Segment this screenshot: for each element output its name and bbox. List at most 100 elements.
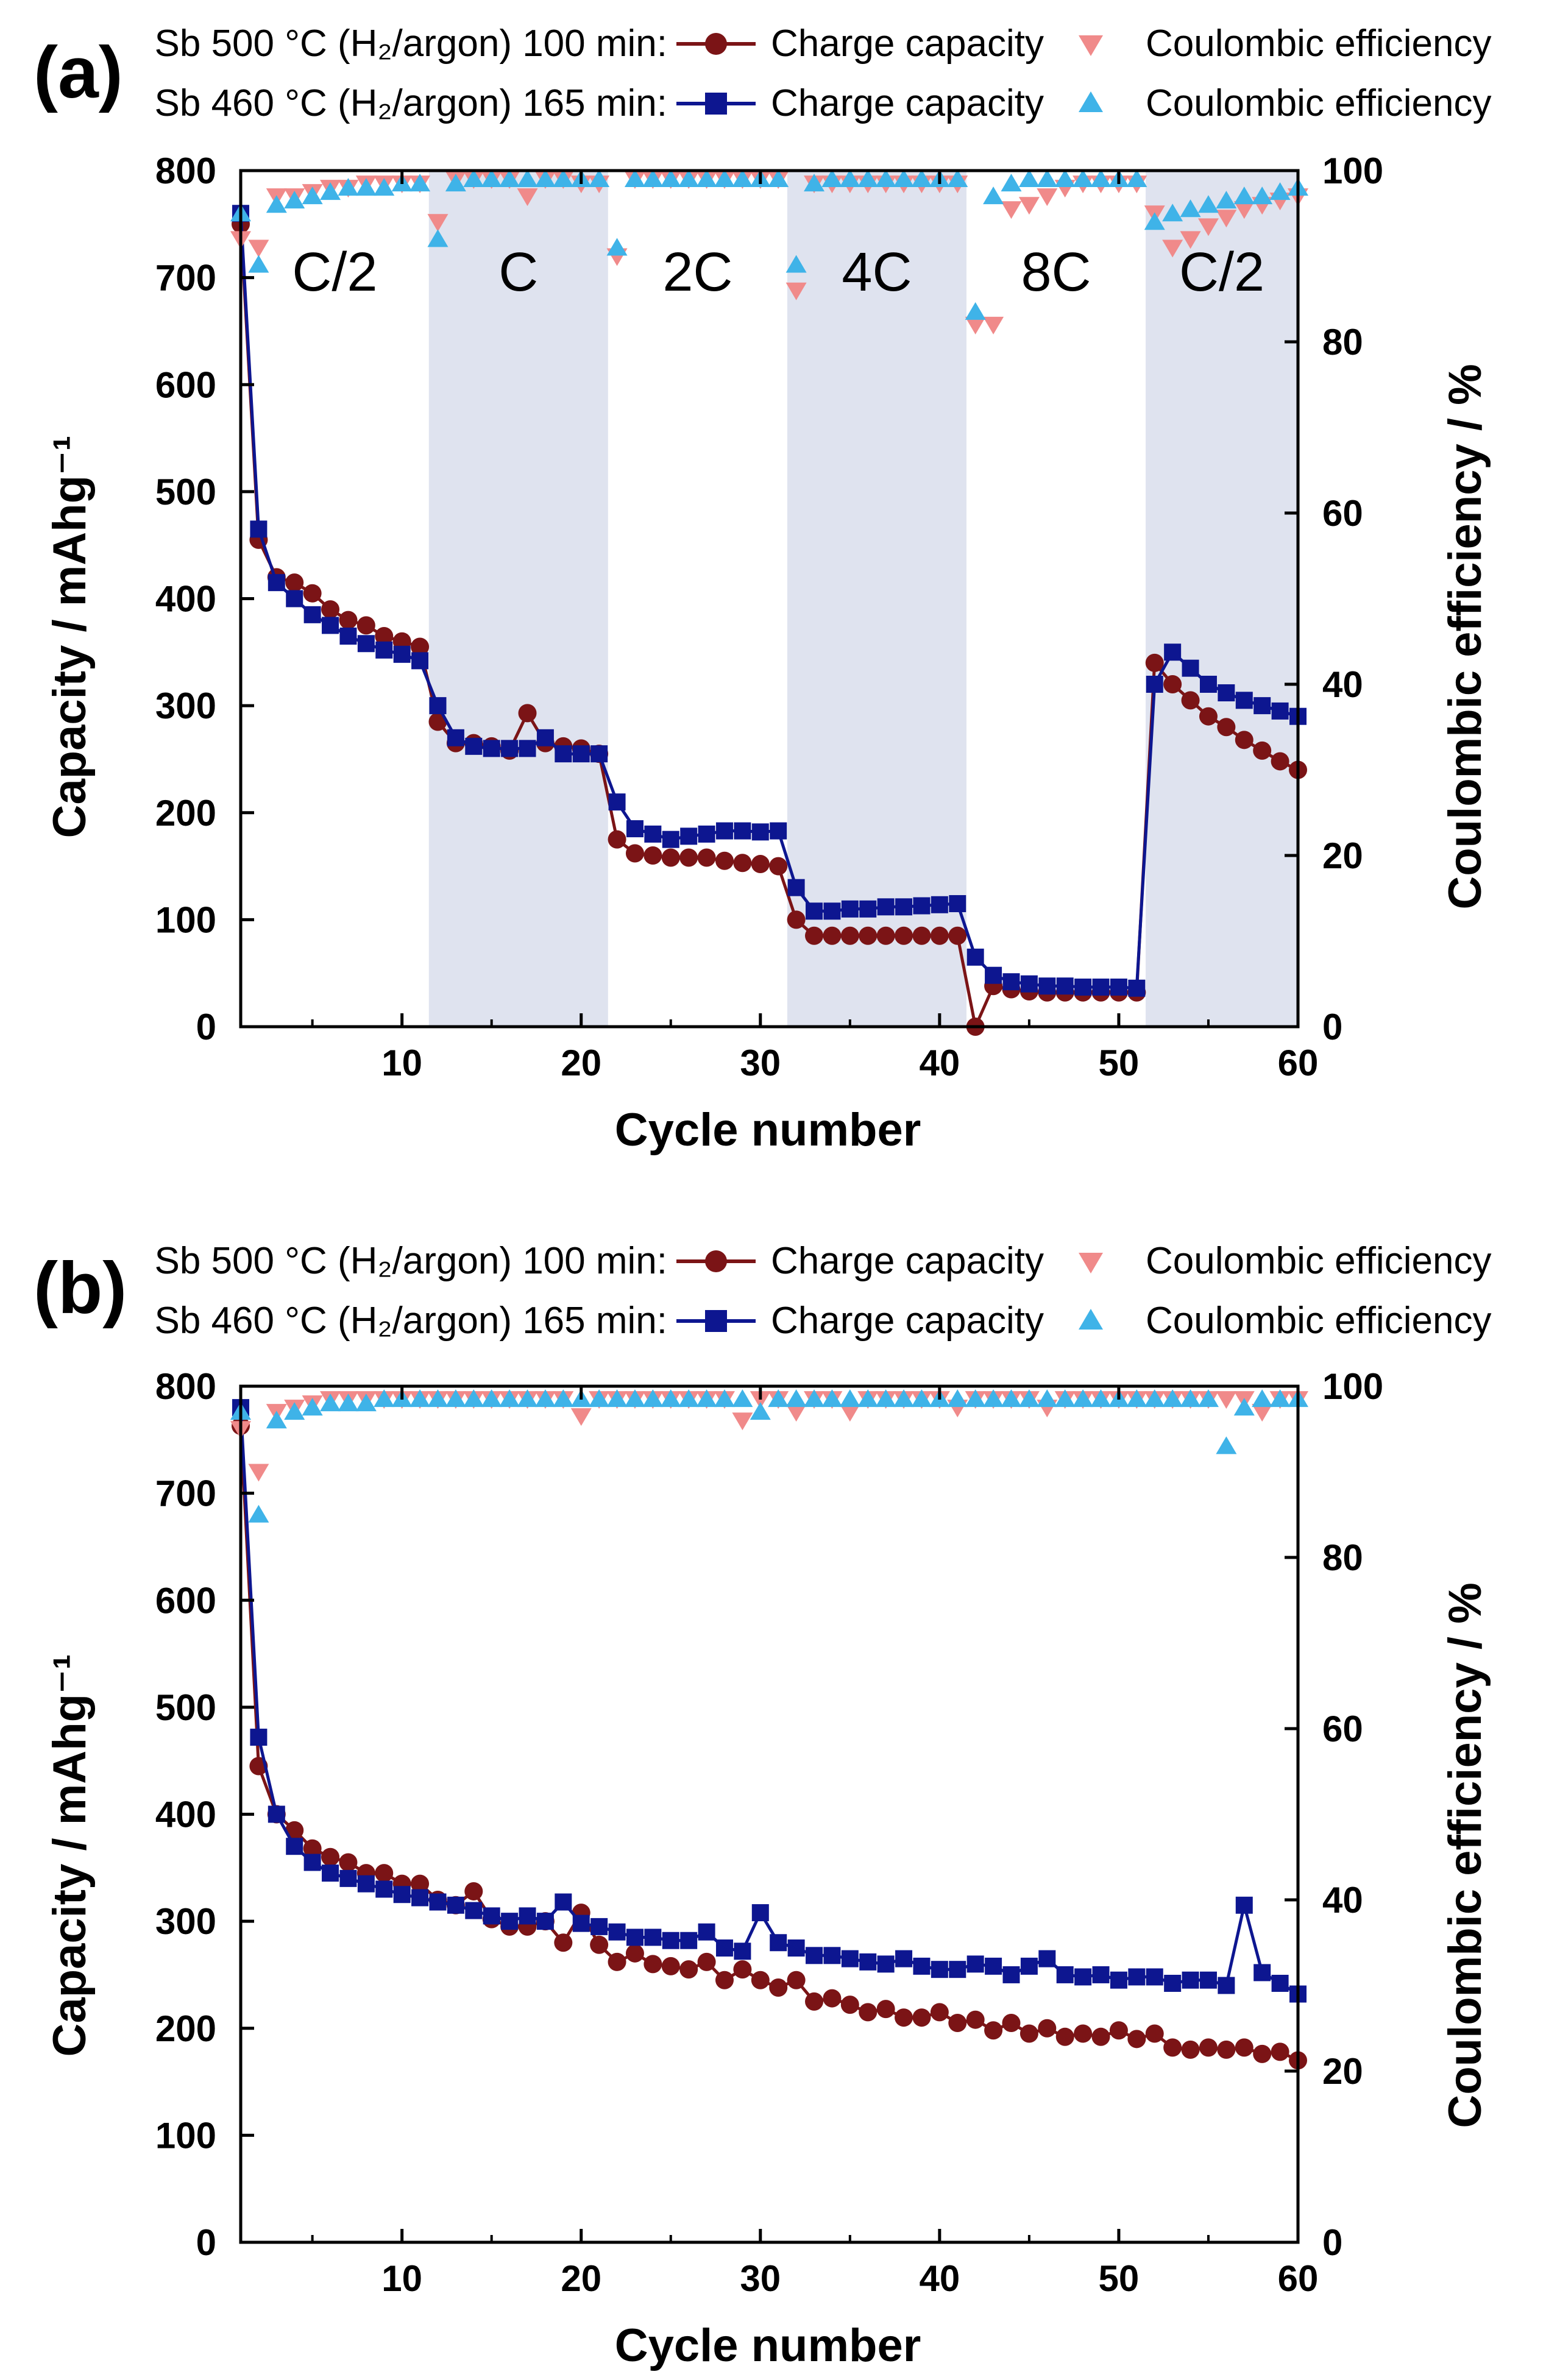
panel-b-legend: Sb 500 °C (H₂/argon) 100 min: Charge cap… (155, 1240, 1492, 1342)
panel-a-series-3-point-51 (1144, 212, 1165, 230)
panel-a-series-1-point-41 (966, 948, 984, 966)
panel-a-series-0-point-16 (518, 704, 537, 723)
panel-b-series-3-point-23 (642, 1389, 664, 1408)
panel-a-series-1-point-39 (931, 896, 948, 913)
panel-a-series-0-point-36 (876, 926, 895, 945)
panel-a-series-2-point-54 (1197, 218, 1219, 236)
panel-b-series-3-point-5 (320, 1394, 341, 1412)
panel-a-y-tick-label-7: 700 (155, 258, 216, 299)
panel-b-x-axis-title: Cycle number (615, 2320, 921, 2371)
panel-b-legend-circle-marker-icon (705, 1250, 727, 1272)
panel-b-series-1-point-48 (1092, 1966, 1110, 1983)
panel-a-frame (239, 169, 1300, 1029)
panel-b-series-1-point-39 (931, 1961, 948, 1978)
panel-b-series-1-point-6 (339, 1869, 357, 1887)
panel-b-series-1-point-58 (1271, 1974, 1289, 1992)
panel-a-series-3-point-35 (857, 169, 879, 188)
panel-b-y2-tick-label-2: 40 (1322, 1880, 1363, 1921)
panel-a-series-3-point-55 (1216, 191, 1237, 209)
panel-b-series-0-point-44 (1019, 2024, 1038, 2043)
panel-a-series-0-point-26 (697, 848, 716, 867)
panel-a-series-1-point-5 (322, 617, 339, 634)
panel-a-series-1-point-38 (913, 897, 931, 915)
panel-a-x-tick-label-1: 20 (561, 1043, 601, 1083)
panel-a-series-1-point-2 (268, 574, 285, 592)
panel-b-series-3-point-20 (589, 1389, 610, 1408)
panel-a-series-3-point-18 (553, 169, 574, 188)
panel-a-legend: Sb 500 °C (H₂/argon) 100 min: Charge cap… (155, 23, 1492, 124)
panel-b-series-1-point-45 (1038, 1950, 1056, 1967)
panel-a-series-3-point-4 (302, 186, 323, 205)
panel-a-series-1-point-27 (715, 822, 733, 840)
panel-b-series-3-point-47 (1073, 1389, 1094, 1408)
panel-b-series-0-point-47 (1074, 2024, 1093, 2043)
panel-a-series-3-point-11 (427, 229, 449, 247)
panel-a-series-0-point-52 (1163, 675, 1182, 693)
panel-a-series-1-point-50 (1128, 979, 1146, 997)
panel-b-series-0-point-30 (769, 1978, 788, 1997)
panel-a-legend-circle-marker-icon (705, 33, 727, 55)
panel-a-series-0-point-51 (1145, 653, 1164, 672)
panel-b-series-0-point-53 (1181, 2040, 1200, 2059)
panel-a-legend-triangle-down-icon (1079, 35, 1103, 56)
panel-a-x-tick-label-0: 10 (381, 1043, 422, 1083)
panel-a-series-1-point-13 (465, 737, 483, 755)
panel-a-series-2-point-45 (1037, 188, 1058, 207)
panel-a-x-tick-label-4: 50 (1099, 1043, 1140, 1083)
panel-a-series-1-point-48 (1092, 979, 1110, 996)
panel-b-series-2-point-34 (839, 1404, 860, 1422)
panel-a-series-0-point-5 (321, 600, 340, 619)
panel-a-series-3-point-15 (499, 169, 520, 188)
panel-a-series-1-point-19 (572, 745, 590, 763)
panel-b-series-3-point-57 (1252, 1389, 1273, 1408)
panel-b-series-1-point-33 (823, 1947, 841, 1964)
panel-b-series-0-point-57 (1253, 2044, 1272, 2063)
panel-a-series-3-point-52 (1162, 204, 1183, 222)
panel-b-series-0-point-37 (895, 2008, 913, 2027)
panel-b-series-1-point-10 (411, 1889, 429, 1907)
panel-b-series-0-point-43 (1002, 2013, 1021, 2032)
panel-a-x-tick-label-5: 60 (1278, 1043, 1319, 1083)
panel-b-series-2-point-29 (750, 1391, 771, 1409)
panel-a-rate-label-5: C/2 (1179, 242, 1264, 303)
panel-b-x-tick-label-3: 40 (919, 2258, 960, 2299)
panel-b-series-0-point-10 (411, 1874, 430, 1893)
panel-a-series-2-point-55 (1216, 210, 1237, 228)
panel-a-series-2-point-56 (1233, 201, 1255, 219)
panel-b-series-0-point-42 (984, 2021, 1003, 2040)
panel-a-series-3-point-7 (355, 178, 377, 196)
panel-a-series-2-point-31 (785, 282, 807, 300)
panel-a-series-3-point-6 (338, 178, 359, 196)
panel-a-legend-capacity-2: Charge capacity (771, 82, 1044, 124)
panel-b-series-0-point-41 (966, 2010, 985, 2029)
panel-a-series-1-point-8 (375, 641, 393, 659)
panel-a-series-3-point-45 (1037, 169, 1058, 188)
panel-b-series-3-point-44 (1018, 1389, 1040, 1408)
panel-b-series-2-point-19 (570, 1408, 592, 1426)
panel-a-series-3-point-31 (785, 255, 807, 273)
panel-b-series-3-point-4 (302, 1398, 323, 1416)
panel-b-series-0-point-21 (608, 1952, 626, 1971)
panel-b-legend-capacity-2: Charge capacity (771, 1300, 1044, 1342)
panel-a-series-1-point-57 (1253, 697, 1271, 715)
panel-a-series-1-point-47 (1074, 979, 1092, 996)
panel-a-legend-sample-2: Sb 460 °C (H₂/argon) 165 min: (155, 82, 667, 124)
panel-a-series-3-point-47 (1073, 169, 1094, 188)
panel-a-series-0-point-58 (1271, 752, 1289, 771)
panel-a-series-0-point-40 (948, 926, 967, 945)
panel-b-y-tick-label-7: 700 (155, 1473, 216, 1514)
panel-b-x-tick-label-1: 20 (561, 2258, 601, 2299)
panel-b-series-1-point-27 (715, 1939, 733, 1957)
panel-b-frame (239, 1384, 1300, 2244)
panel-b-series-1-point-37 (895, 1950, 913, 1967)
panel-b-series-2-point-55 (1216, 1391, 1237, 1409)
panel-a-series-1-point-28 (734, 822, 751, 840)
panel-b-y2-tick-label-5: 100 (1322, 1366, 1383, 1407)
panel-b-series-3-point-26 (696, 1389, 717, 1408)
panel-b-series-0-point-23 (644, 1955, 662, 1974)
panel-b-x-tick-label-0: 10 (381, 2258, 422, 2299)
panel-b-series-3-point-55 (1216, 1436, 1237, 1454)
panel-a-series-0-point-7 (356, 616, 375, 635)
panel-b-legend-sample-1: Sb 500 °C (H₂/argon) 100 min: (155, 1240, 667, 1282)
